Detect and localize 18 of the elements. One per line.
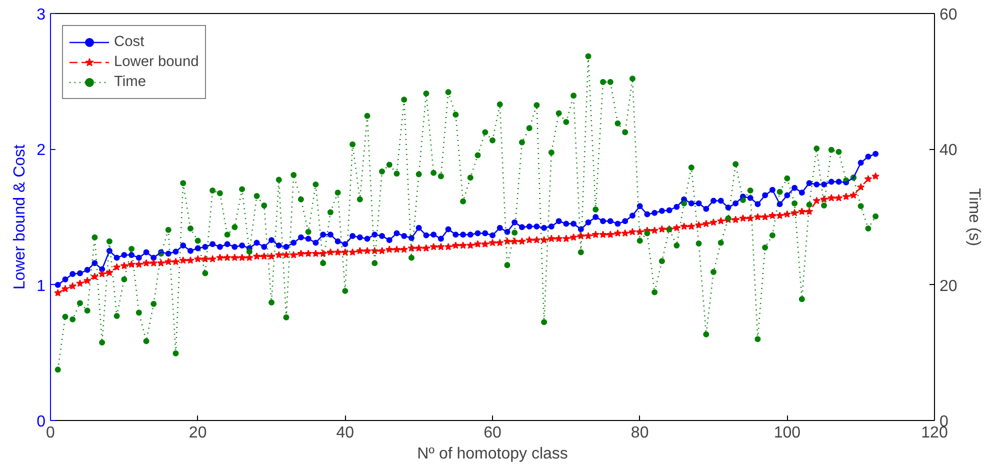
- y-tick-label: 3: [36, 6, 46, 24]
- y2-tick-label: 20: [940, 278, 958, 295]
- legend-label: Time: [114, 74, 146, 90]
- y-tick-label: 1: [36, 278, 46, 295]
- x-tick-label: 20: [188, 424, 207, 442]
- y-tick-label: 2: [36, 142, 46, 160]
- y2-tick-label: 60: [940, 6, 958, 24]
- y-axis-title: Lower bound & Cost: [12, 144, 29, 290]
- legend-label: Cost: [114, 34, 144, 50]
- x-tick-label: 40: [336, 424, 354, 442]
- y-tick-label: 0: [36, 414, 46, 430]
- x-axis-title: Nº of homotopy class: [417, 446, 568, 462]
- y2-axis-title: Time (s): [965, 188, 982, 246]
- x-tick-label: 60: [484, 424, 502, 442]
- x-tick-label: 80: [630, 424, 649, 442]
- legend-label: Lower bound: [114, 54, 199, 70]
- y2-tick-label: 40: [940, 142, 958, 160]
- x-tick-label: 100: [774, 424, 801, 442]
